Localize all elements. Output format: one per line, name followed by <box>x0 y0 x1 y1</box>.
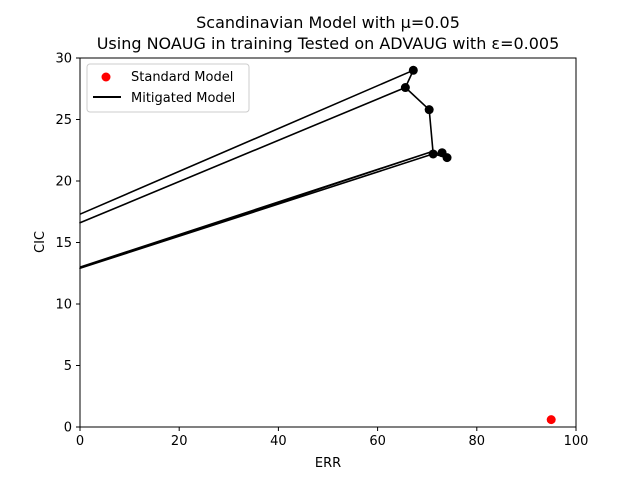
chart-title: Scandinavian Model with μ=0.05 <box>196 13 460 32</box>
y-tick-label-10: 10 <box>55 298 72 313</box>
y-tick-label-20: 20 <box>55 175 72 190</box>
y-axis-ticks: 0 5 10 15 20 25 30 <box>55 52 80 436</box>
x-axis-ticks: 0 20 40 60 80 100 <box>76 427 589 449</box>
legend-standard-label: Standard Model <box>131 70 233 85</box>
x-tick-label-100: 100 <box>564 434 589 449</box>
legend: Standard Model Mitigated Model <box>86 63 250 113</box>
x-tick-label-20: 20 <box>171 434 188 449</box>
y-tick-label-0: 0 <box>64 421 72 436</box>
mitigated-model-point-5 <box>442 153 452 163</box>
x-tick-label-0: 0 <box>76 434 84 449</box>
chart-subtitle: Using NOAUG in training Tested on ADVAUG… <box>97 34 560 53</box>
y-tick-label-5: 5 <box>64 359 72 374</box>
y-axis-label: CIC <box>33 231 48 253</box>
x-tick-label-40: 40 <box>270 434 287 449</box>
mitigated-model-point-2 <box>424 105 434 115</box>
mitigated-model-point-3 <box>428 149 438 159</box>
x-axis-label: ERR <box>315 456 341 471</box>
plot-area <box>79 65 556 425</box>
standard-model-point-0 <box>546 415 556 425</box>
x-tick-label-80: 80 <box>469 434 486 449</box>
x-tick-label-60: 60 <box>369 434 386 449</box>
legend-standard-marker <box>101 72 111 82</box>
y-tick-label-25: 25 <box>55 113 72 128</box>
y-tick-label-30: 30 <box>55 52 72 67</box>
mitigated-model-point-0 <box>408 65 418 75</box>
legend-mitigated-label: Mitigated Model <box>131 91 235 106</box>
legend-frame <box>86 63 250 113</box>
mitigated-model-point-1 <box>400 83 410 93</box>
y-tick-label-15: 15 <box>55 236 72 251</box>
